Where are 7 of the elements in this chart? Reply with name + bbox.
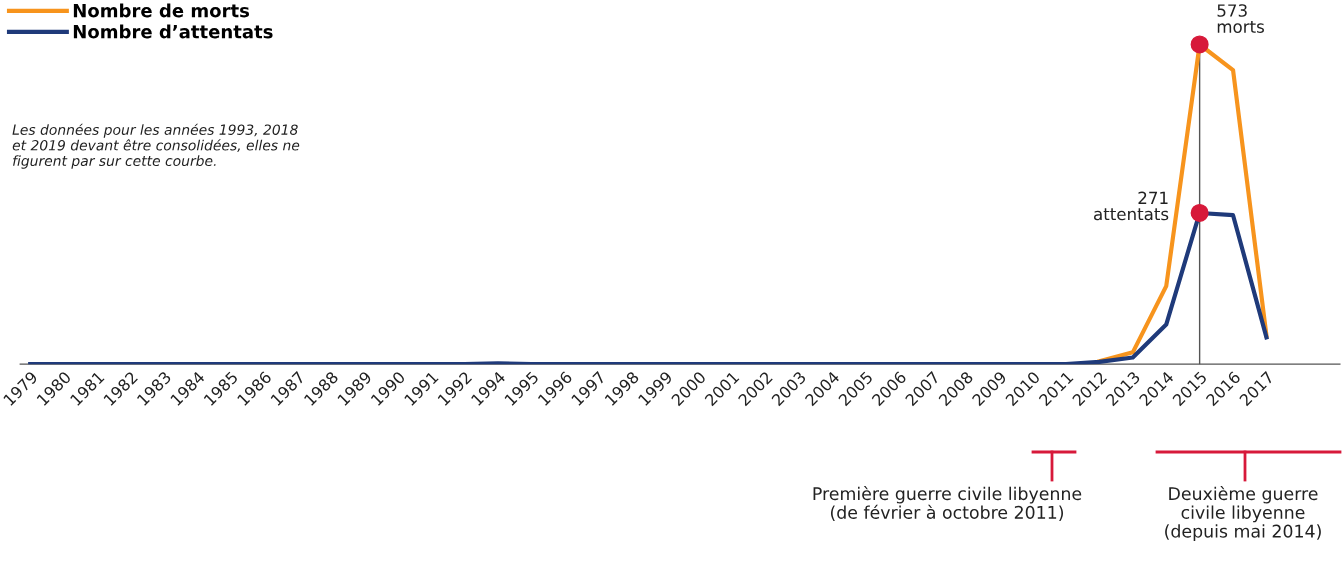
annotation: 573 morts — [1217, 4, 1264, 33]
text: Première guerre civile libyenne (de février à octobre 2011) — [813, 486, 1082, 521]
annotation: Les données pour les années 1993, 2018 et 2019 devant être consolidées, elles ne figurent par sur cette courbe. — [12, 123, 300, 169]
legend-label: Nombre d’attentats — [73, 24, 273, 39]
legend-label: Nombre de morts — [73, 3, 250, 18]
annotation: 271 attentats — [1094, 191, 1169, 221]
text: Deuxième guerre civile libyenne (depuis mai 2014) — [1165, 486, 1321, 542]
